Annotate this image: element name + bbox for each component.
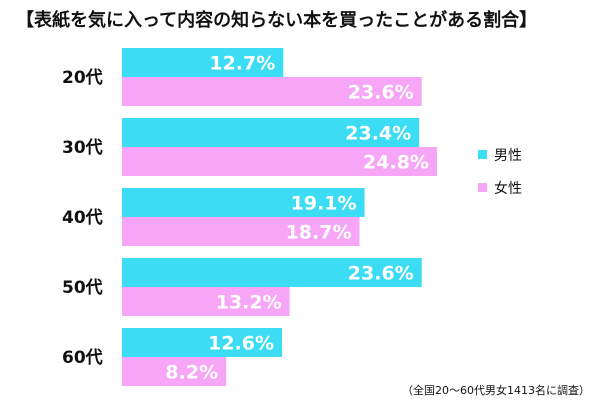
- data-label: 12.6%: [208, 333, 274, 355]
- data-label: 13.2%: [216, 292, 282, 314]
- data-label: 24.8%: [363, 152, 429, 174]
- bar-男性-30代: [122, 118, 420, 147]
- chart-note: （全国20～60代男女1413名に調査）: [402, 384, 590, 397]
- bar-男性-50代: [122, 258, 422, 287]
- bar-女性-50代: [122, 287, 290, 316]
- legend-label: 女性: [494, 180, 522, 197]
- bar-男性-60代: [122, 328, 283, 357]
- bar-女性-40代: [122, 217, 360, 246]
- data-label: 12.7%: [209, 53, 275, 75]
- bar-女性-60代: [122, 357, 227, 386]
- bar-女性-20代: [122, 77, 422, 106]
- category-label: 50代: [62, 277, 103, 298]
- data-label: 23.6%: [348, 263, 414, 285]
- data-label: 18.7%: [286, 222, 352, 244]
- data-label: 8.2%: [165, 362, 218, 384]
- data-label: 23.6%: [348, 82, 414, 104]
- bar-男性-40代: [122, 188, 365, 217]
- category-label: 40代: [62, 207, 103, 228]
- legend-swatch: [478, 183, 487, 192]
- chart-title: 【表紙を気に入って内容の知らない本を買ったことがある割合】: [16, 10, 538, 31]
- bar-女性-30代: [122, 147, 437, 176]
- bar-男性-20代: [122, 48, 284, 77]
- category-label: 30代: [62, 137, 103, 158]
- legend-label: 男性: [494, 148, 522, 164]
- data-label: 23.4%: [345, 123, 411, 145]
- category-label: 60代: [62, 347, 103, 368]
- data-label: 19.1%: [291, 193, 357, 215]
- category-label: 20代: [62, 67, 103, 88]
- legend-swatch: [478, 150, 487, 159]
